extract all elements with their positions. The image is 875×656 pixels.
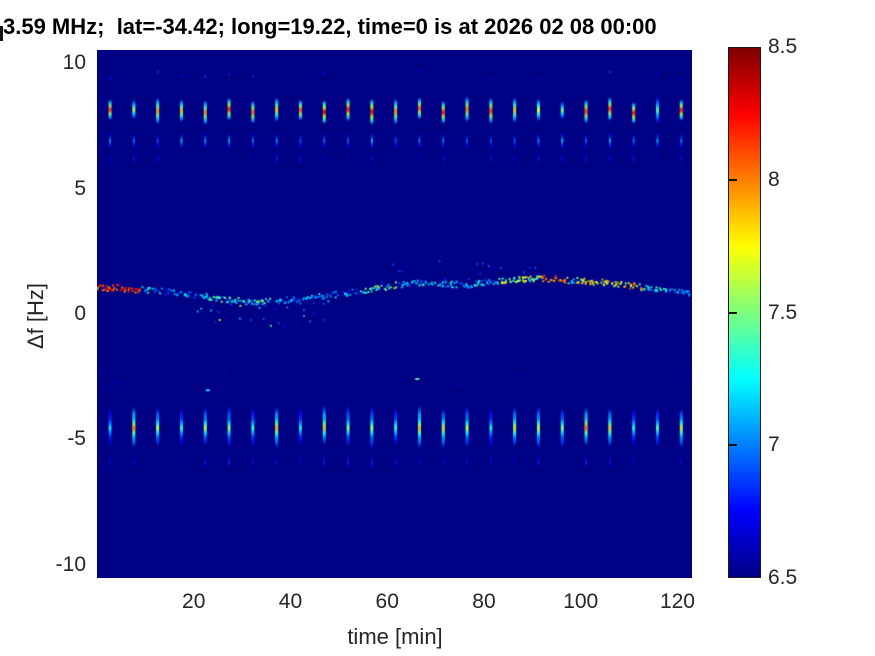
y-tick-label: -5	[67, 427, 86, 451]
y-tick-label: -10	[55, 552, 86, 576]
colorbar-tick-label: 7	[768, 433, 780, 457]
colorbar-tick-label: 7.5	[768, 300, 798, 324]
colorbar-tick-mark	[729, 444, 737, 447]
x-tick-label: 100	[563, 590, 599, 613]
x-tick-label: 40	[278, 590, 303, 613]
x-tick-label: 120	[659, 590, 695, 613]
x-tick-label: 80	[472, 590, 496, 613]
colorbar-tick-label: 6.5	[768, 566, 798, 589]
colorbar-tick-label: 8.5	[768, 35, 798, 58]
spectrogram-canvas	[97, 50, 692, 578]
y-tick-label: 0	[74, 302, 86, 325]
x-tick-label: 20	[182, 590, 206, 613]
y-tick-label: 5	[74, 176, 86, 200]
y-tick-label: 10	[62, 51, 86, 75]
title-cut-sliver	[0, 26, 3, 41]
x-tick-label: 60	[375, 590, 399, 613]
chart-title: 3.59 MHz; lat=-34.42; long=19.22, time=0…	[3, 14, 657, 39]
x-axis-label: time [min]	[347, 624, 443, 649]
colorbar-tick-label: 8	[768, 167, 780, 191]
colorbar-tick-mark	[729, 311, 737, 314]
colorbar-tick-mark	[729, 178, 737, 181]
